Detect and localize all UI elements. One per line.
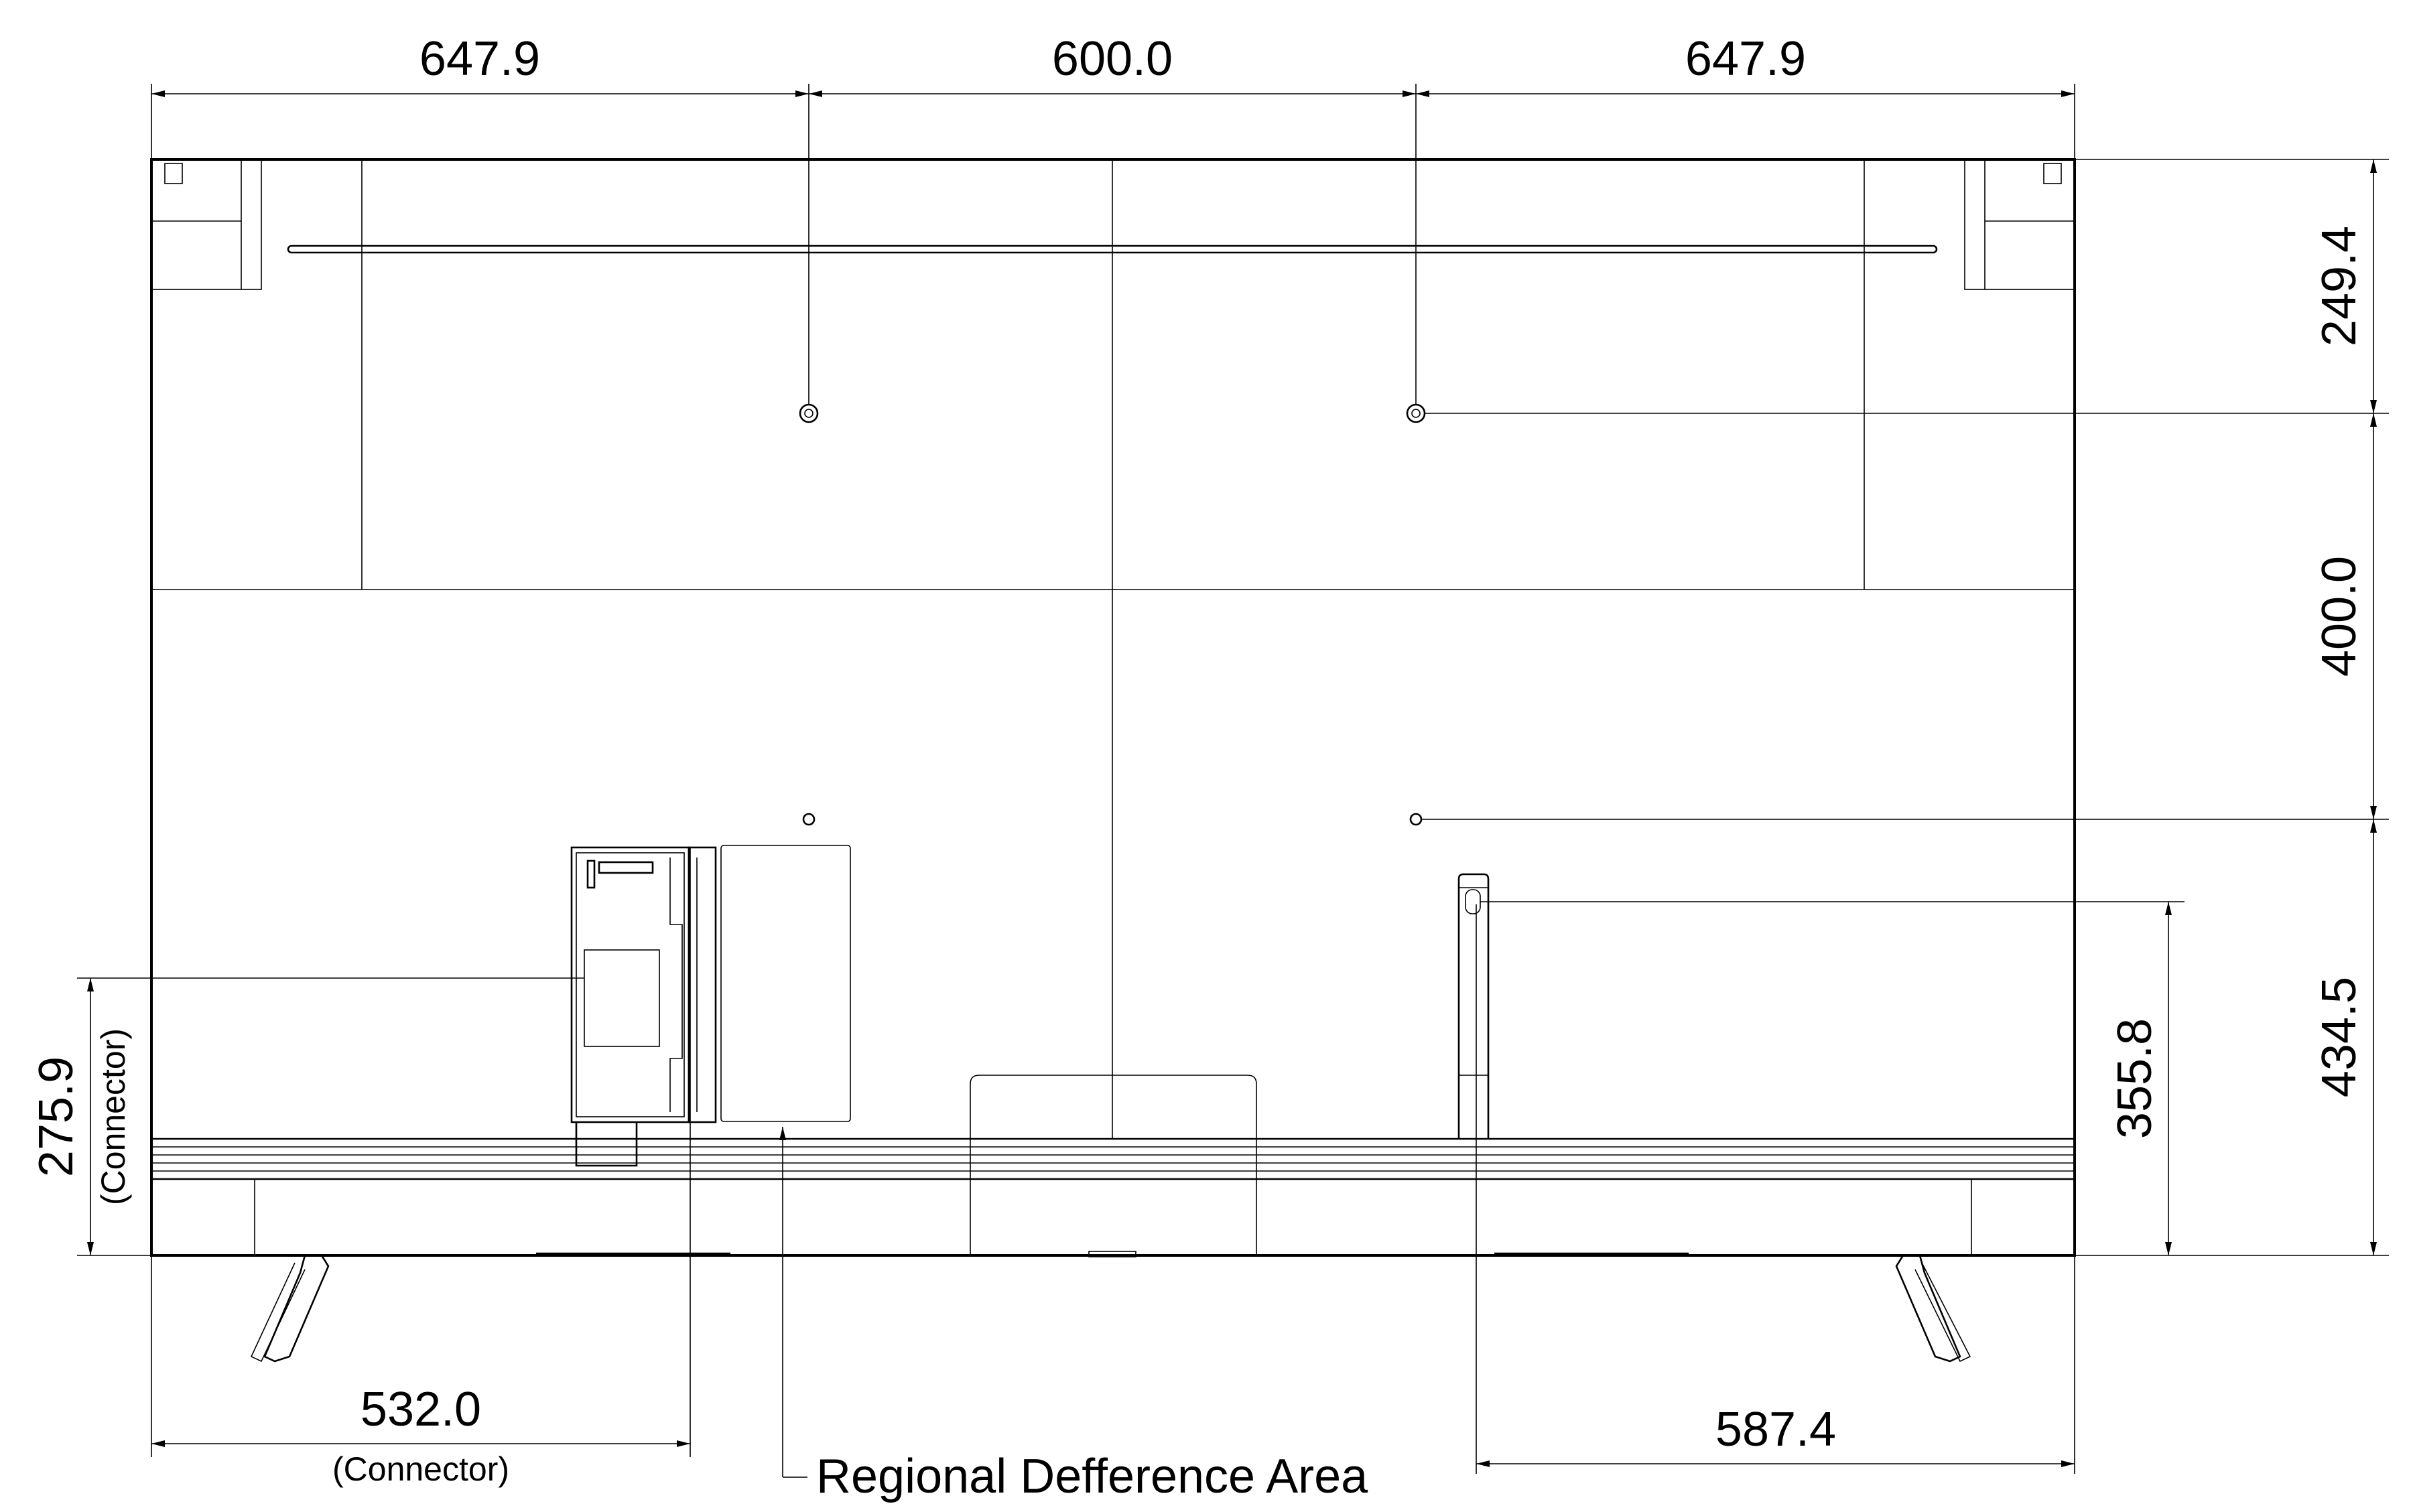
dim-left-vertical-note: (Connector) — [94, 1028, 132, 1205]
tv-body — [150, 158, 2076, 1257]
dim-top-right: 647.9 — [1685, 32, 1806, 86]
dim-bottom-right: 587.4 — [1715, 1403, 1836, 1456]
dimension-lines — [77, 84, 2389, 1478]
dim-left-vertical: 275.9 — [29, 1056, 83, 1177]
right-stand — [1895, 1254, 1971, 1363]
dim-right-middle: 400.0 — [2313, 556, 2366, 677]
dim-top-left: 647.9 — [419, 32, 540, 86]
regional-area-callout: Regional Defference Area — [816, 1450, 1368, 1503]
dim-bottom-left: 532.0 — [361, 1383, 481, 1436]
dim-right-upper: 249.4 — [2313, 226, 2366, 346]
dim-bottom-left-note: (Connector) — [332, 1450, 509, 1488]
right-cable-post — [1457, 873, 1490, 1139]
dim-right-inner: 355.8 — [2108, 1018, 2162, 1139]
dim-top-middle: 600.0 — [1052, 32, 1173, 86]
left-stand — [250, 1254, 330, 1363]
dim-right-lower: 434.5 — [2313, 977, 2366, 1097]
connector-panel — [570, 845, 851, 1167]
